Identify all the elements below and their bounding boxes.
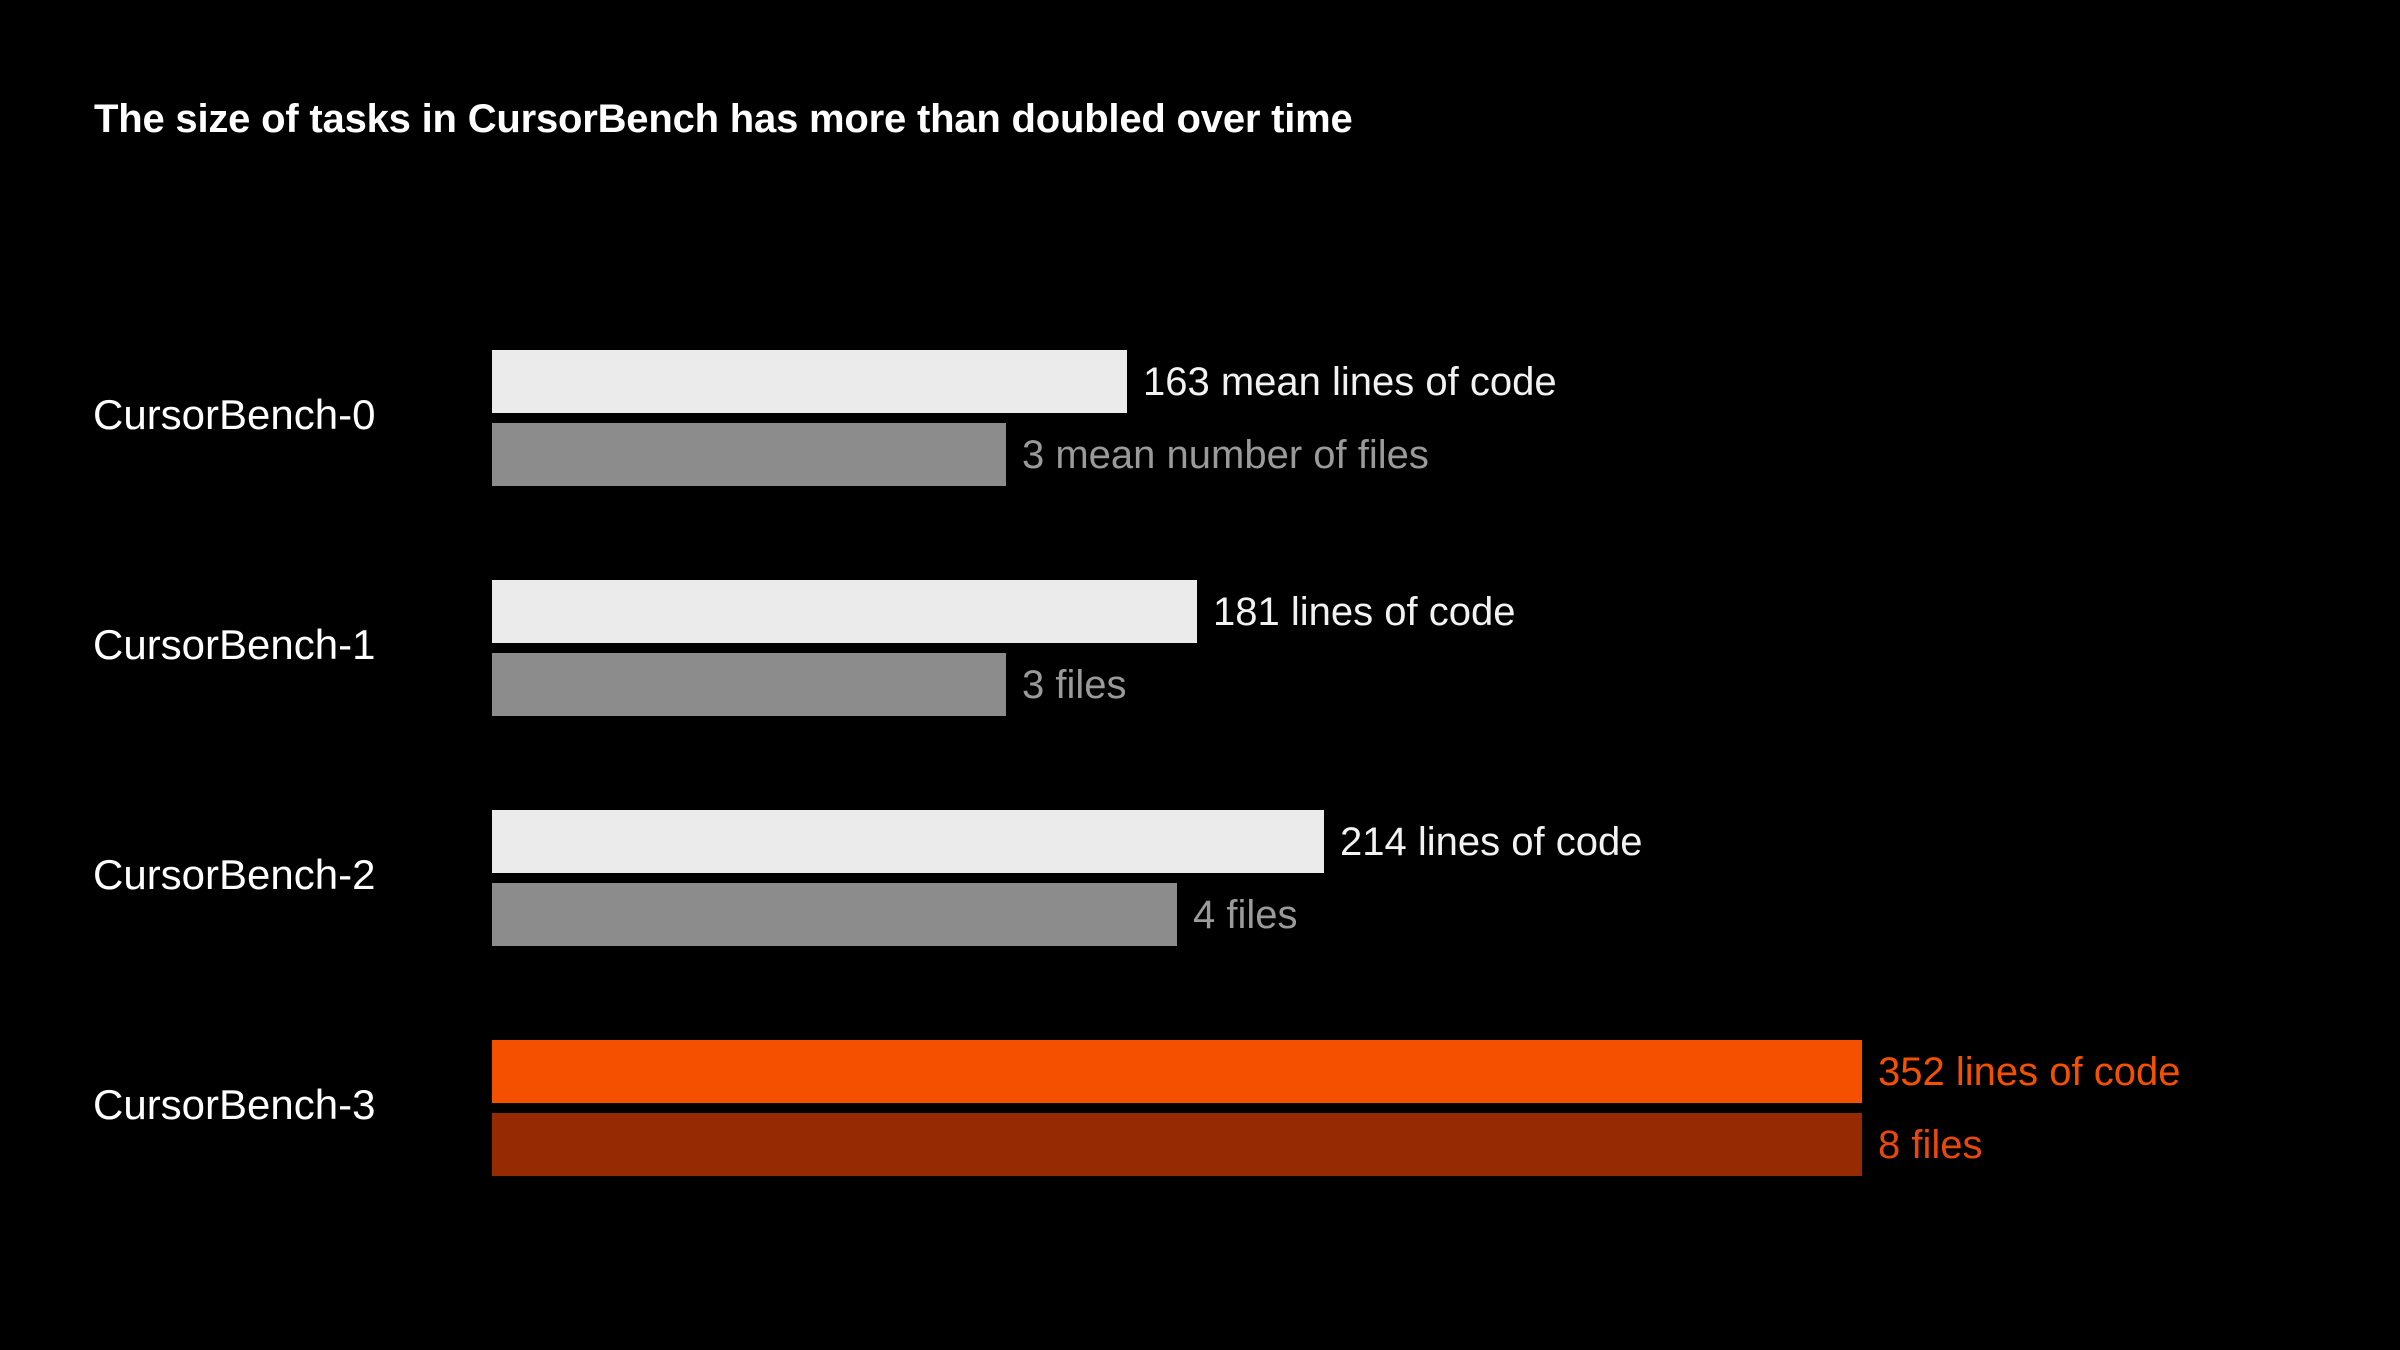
bar-row-files: 4 files: [492, 883, 1642, 946]
category-label: CursorBench-3: [93, 1081, 376, 1128]
bar-value-label: 214 lines of code: [1340, 819, 1643, 864]
chart-title: The size of tasks in CursorBench has mor…: [94, 97, 1353, 141]
bar-value-label: 181 lines of code: [1213, 589, 1516, 634]
bar-loc: [492, 810, 1324, 873]
bar-row-loc: 163 mean lines of code: [492, 350, 1557, 413]
bar-stack: 163 mean lines of code 3 mean number of f…: [492, 350, 1557, 486]
bar-row-loc: 214 lines of code: [492, 810, 1642, 873]
bar-value-label: 352 lines of code: [1878, 1049, 2181, 1094]
bar-row-files: 3 files: [492, 653, 1515, 716]
bar-stack: 352 lines of code 8 files: [492, 1040, 2180, 1176]
bar-group: CursorBench-1 181 lines of code 3 files: [0, 530, 2400, 760]
bar-stack: 214 lines of code 4 files: [492, 810, 1642, 946]
bar-value-label: 8 files: [1878, 1122, 1983, 1167]
bar-row-loc: 352 lines of code: [492, 1040, 2180, 1103]
bar-group: CursorBench-0 163 mean lines of code 3 mea…: [0, 300, 2400, 530]
bar-value-label: 3 files: [1022, 662, 1127, 707]
bar-value-label: 3 mean number of files: [1022, 432, 1429, 477]
bar-files: [492, 423, 1006, 486]
bar-row-loc: 181 lines of code: [492, 580, 1515, 643]
bar-loc: [492, 1040, 1862, 1103]
bar-files: [492, 653, 1006, 716]
bar-files: [492, 883, 1177, 946]
bar-group: CursorBench-3 352 lines of code 8 files: [0, 990, 2400, 1220]
category-label: CursorBench-1: [93, 621, 376, 668]
bar-stack: 181 lines of code 3 files: [492, 580, 1515, 716]
bar-chart-plot-area: CursorBench-0 163 mean lines of code 3 mea…: [0, 300, 2400, 1220]
bar-value-label: 163 mean lines of code: [1143, 359, 1557, 404]
category-label: CursorBench-2: [93, 851, 376, 898]
bar-value-label: 4 files: [1193, 892, 1298, 937]
bar-loc: [492, 350, 1127, 413]
bar-files: [492, 1113, 1862, 1176]
bar-loc: [492, 580, 1197, 643]
bar-group: CursorBench-2 214 lines of code 4 files: [0, 760, 2400, 990]
bar-row-files: 3 mean number of files: [492, 423, 1557, 486]
bar-row-files: 8 files: [492, 1113, 2180, 1176]
category-label: CursorBench-0: [93, 391, 376, 438]
